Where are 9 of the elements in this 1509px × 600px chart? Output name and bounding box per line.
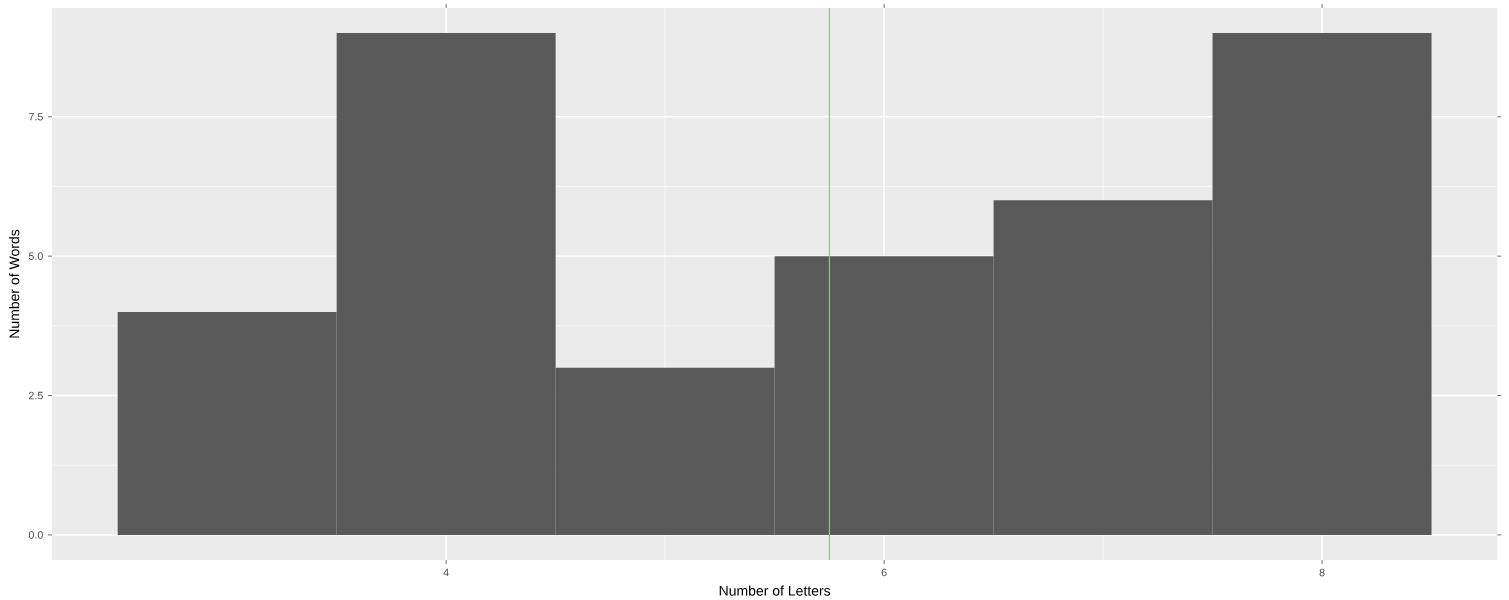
- y-tick-label: 0.0: [28, 531, 43, 539]
- y-tick-label: 7.5: [29, 113, 43, 121]
- x-tick-label: 8: [1319, 568, 1325, 577]
- x-axis-title: Number of Letters: [719, 585, 831, 596]
- x-tick-label: 6: [881, 568, 887, 577]
- y-axis-title: Number of Words: [9, 229, 20, 338]
- x-tick-label: 4: [443, 568, 449, 577]
- y-tick-label: 2.5: [29, 391, 43, 400]
- y-tick-label: 5.0: [28, 252, 43, 260]
